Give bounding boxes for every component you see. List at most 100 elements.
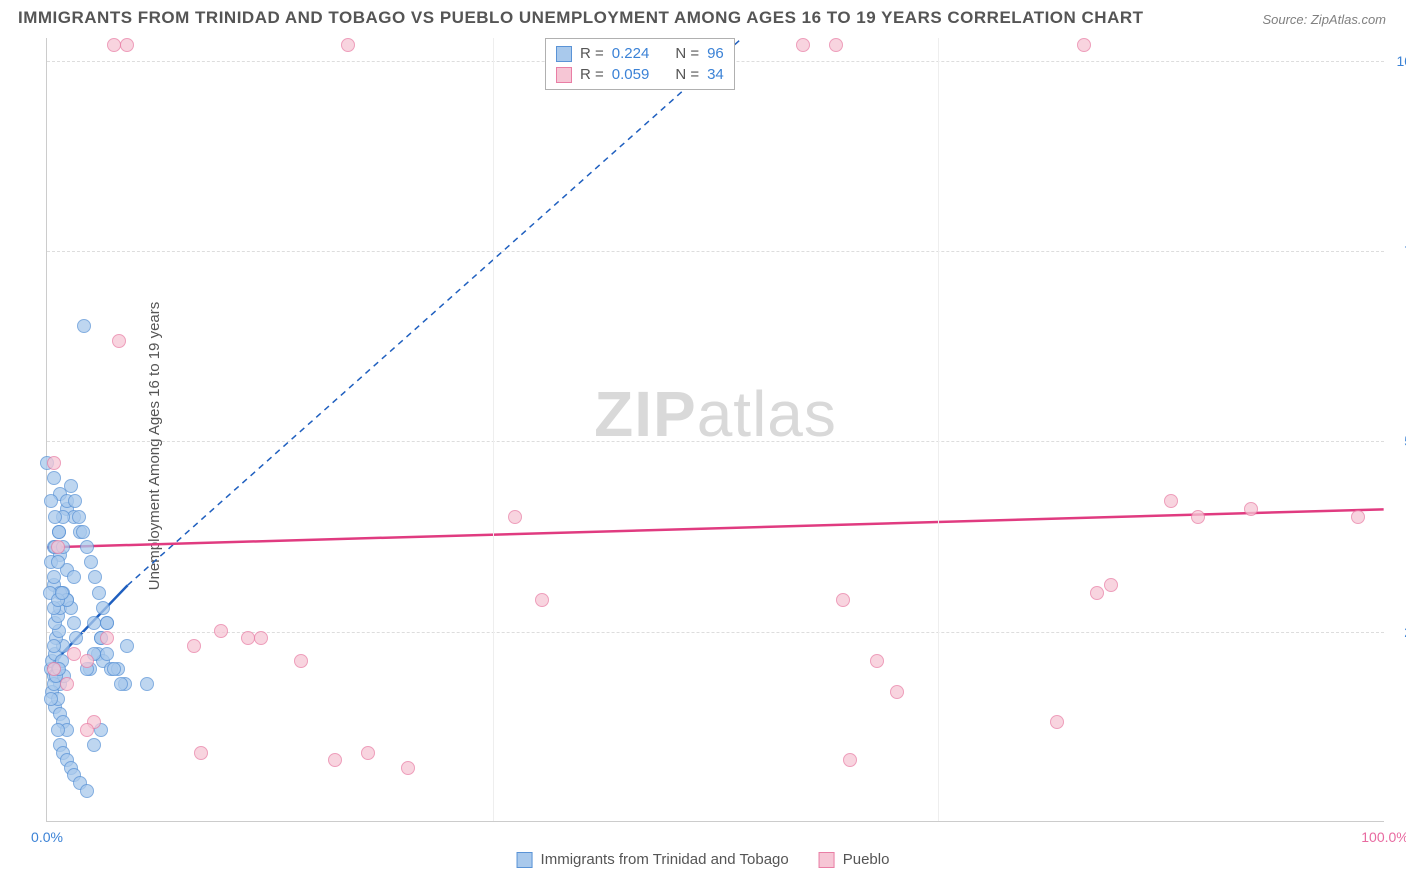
legend-series-label: Pueblo [843,851,890,868]
scatter-point [52,525,66,539]
source-label: Source: ZipAtlas.com [1262,12,1386,27]
scatter-point [796,38,810,52]
legend-swatch [819,852,835,868]
scatter-point [194,746,208,760]
watermark-bold: ZIP [594,378,697,450]
gridline-v [938,38,939,821]
chart-title: IMMIGRANTS FROM TRINIDAD AND TOBAGO VS P… [18,8,1144,28]
scatter-point [60,677,74,691]
scatter-point [69,631,83,645]
scatter-point [51,540,65,554]
scatter-point [241,631,255,645]
scatter-point [535,593,549,607]
scatter-point [1104,578,1118,592]
scatter-point [47,456,61,470]
scatter-point [1090,586,1104,600]
scatter-point [870,654,884,668]
legend-R-value: 0.059 [612,66,650,83]
scatter-point [47,662,61,676]
scatter-point [48,510,62,524]
legend-series: Immigrants from Trinidad and Tobago Puebl… [517,851,890,868]
scatter-point [47,471,61,485]
plot-area: ZIPatlas 25.0%50.0%75.0%100.0%0.0%100.0% [46,38,1384,822]
legend-row: R = 0.224 N = 96 [556,43,724,64]
scatter-point [836,593,850,607]
scatter-point [80,723,94,737]
scatter-point [44,494,58,508]
legend-N-label: N = [675,66,699,83]
scatter-point [88,570,102,584]
scatter-point [64,479,78,493]
legend-series-item: Pueblo [819,851,890,868]
scatter-point [214,624,228,638]
scatter-point [76,525,90,539]
y-tick-label: 25.0% [1389,624,1406,640]
gridline-v [493,38,494,821]
watermark: ZIPatlas [594,377,837,451]
scatter-point [1164,494,1178,508]
scatter-point [114,677,128,691]
scatter-point [140,677,154,691]
scatter-point [120,639,134,653]
legend-swatch [556,67,572,83]
scatter-point [187,639,201,653]
scatter-point [47,570,61,584]
scatter-point [80,540,94,554]
legend-R-label: R = [580,45,604,62]
scatter-point [67,647,81,661]
scatter-point [67,570,81,584]
legend-row: R = 0.059 N = 34 [556,64,724,85]
scatter-point [44,692,58,706]
scatter-point [47,639,61,653]
legend-N-value: 34 [707,66,724,83]
x-tick-label: 0.0% [31,829,63,845]
y-tick-label: 100.0% [1389,53,1406,69]
scatter-point [508,510,522,524]
scatter-point [87,738,101,752]
scatter-point [80,654,94,668]
legend-swatch [556,46,572,62]
legend-N-label: N = [675,45,699,62]
scatter-point [361,746,375,760]
scatter-point [100,616,114,630]
scatter-point [829,38,843,52]
scatter-point [68,494,82,508]
x-tick-label: 100.0% [1361,829,1406,845]
scatter-point [100,647,114,661]
scatter-point [67,616,81,630]
scatter-point [843,753,857,767]
scatter-point [120,38,134,52]
scatter-point [80,784,94,798]
scatter-point [890,685,904,699]
gridline-h [47,251,1384,252]
scatter-point [87,616,101,630]
watermark-rest: atlas [697,378,837,450]
scatter-point [84,555,98,569]
legend-swatch [517,852,533,868]
scatter-point [51,555,65,569]
scatter-point [72,510,86,524]
scatter-point [254,631,268,645]
scatter-point [1351,510,1365,524]
legend-R-label: R = [580,66,604,83]
scatter-point [401,761,415,775]
scatter-point [100,631,114,645]
scatter-point [1077,38,1091,52]
scatter-point [328,753,342,767]
scatter-point [107,38,121,52]
legend-series-item: Immigrants from Trinidad and Tobago [517,851,789,868]
legend-series-label: Immigrants from Trinidad and Tobago [541,851,789,868]
regression-lines [47,38,1384,821]
scatter-point [96,601,110,615]
y-tick-label: 50.0% [1389,433,1406,449]
scatter-point [107,662,121,676]
scatter-point [51,723,65,737]
gridline-h [47,441,1384,442]
legend-R-value: 0.224 [612,45,650,62]
scatter-point [55,586,69,600]
legend-N-value: 96 [707,45,724,62]
y-tick-label: 75.0% [1389,243,1406,259]
scatter-point [1191,510,1205,524]
scatter-point [92,586,106,600]
legend-correlation: R = 0.224 N = 96 R = 0.059 N = 34 [545,38,735,90]
